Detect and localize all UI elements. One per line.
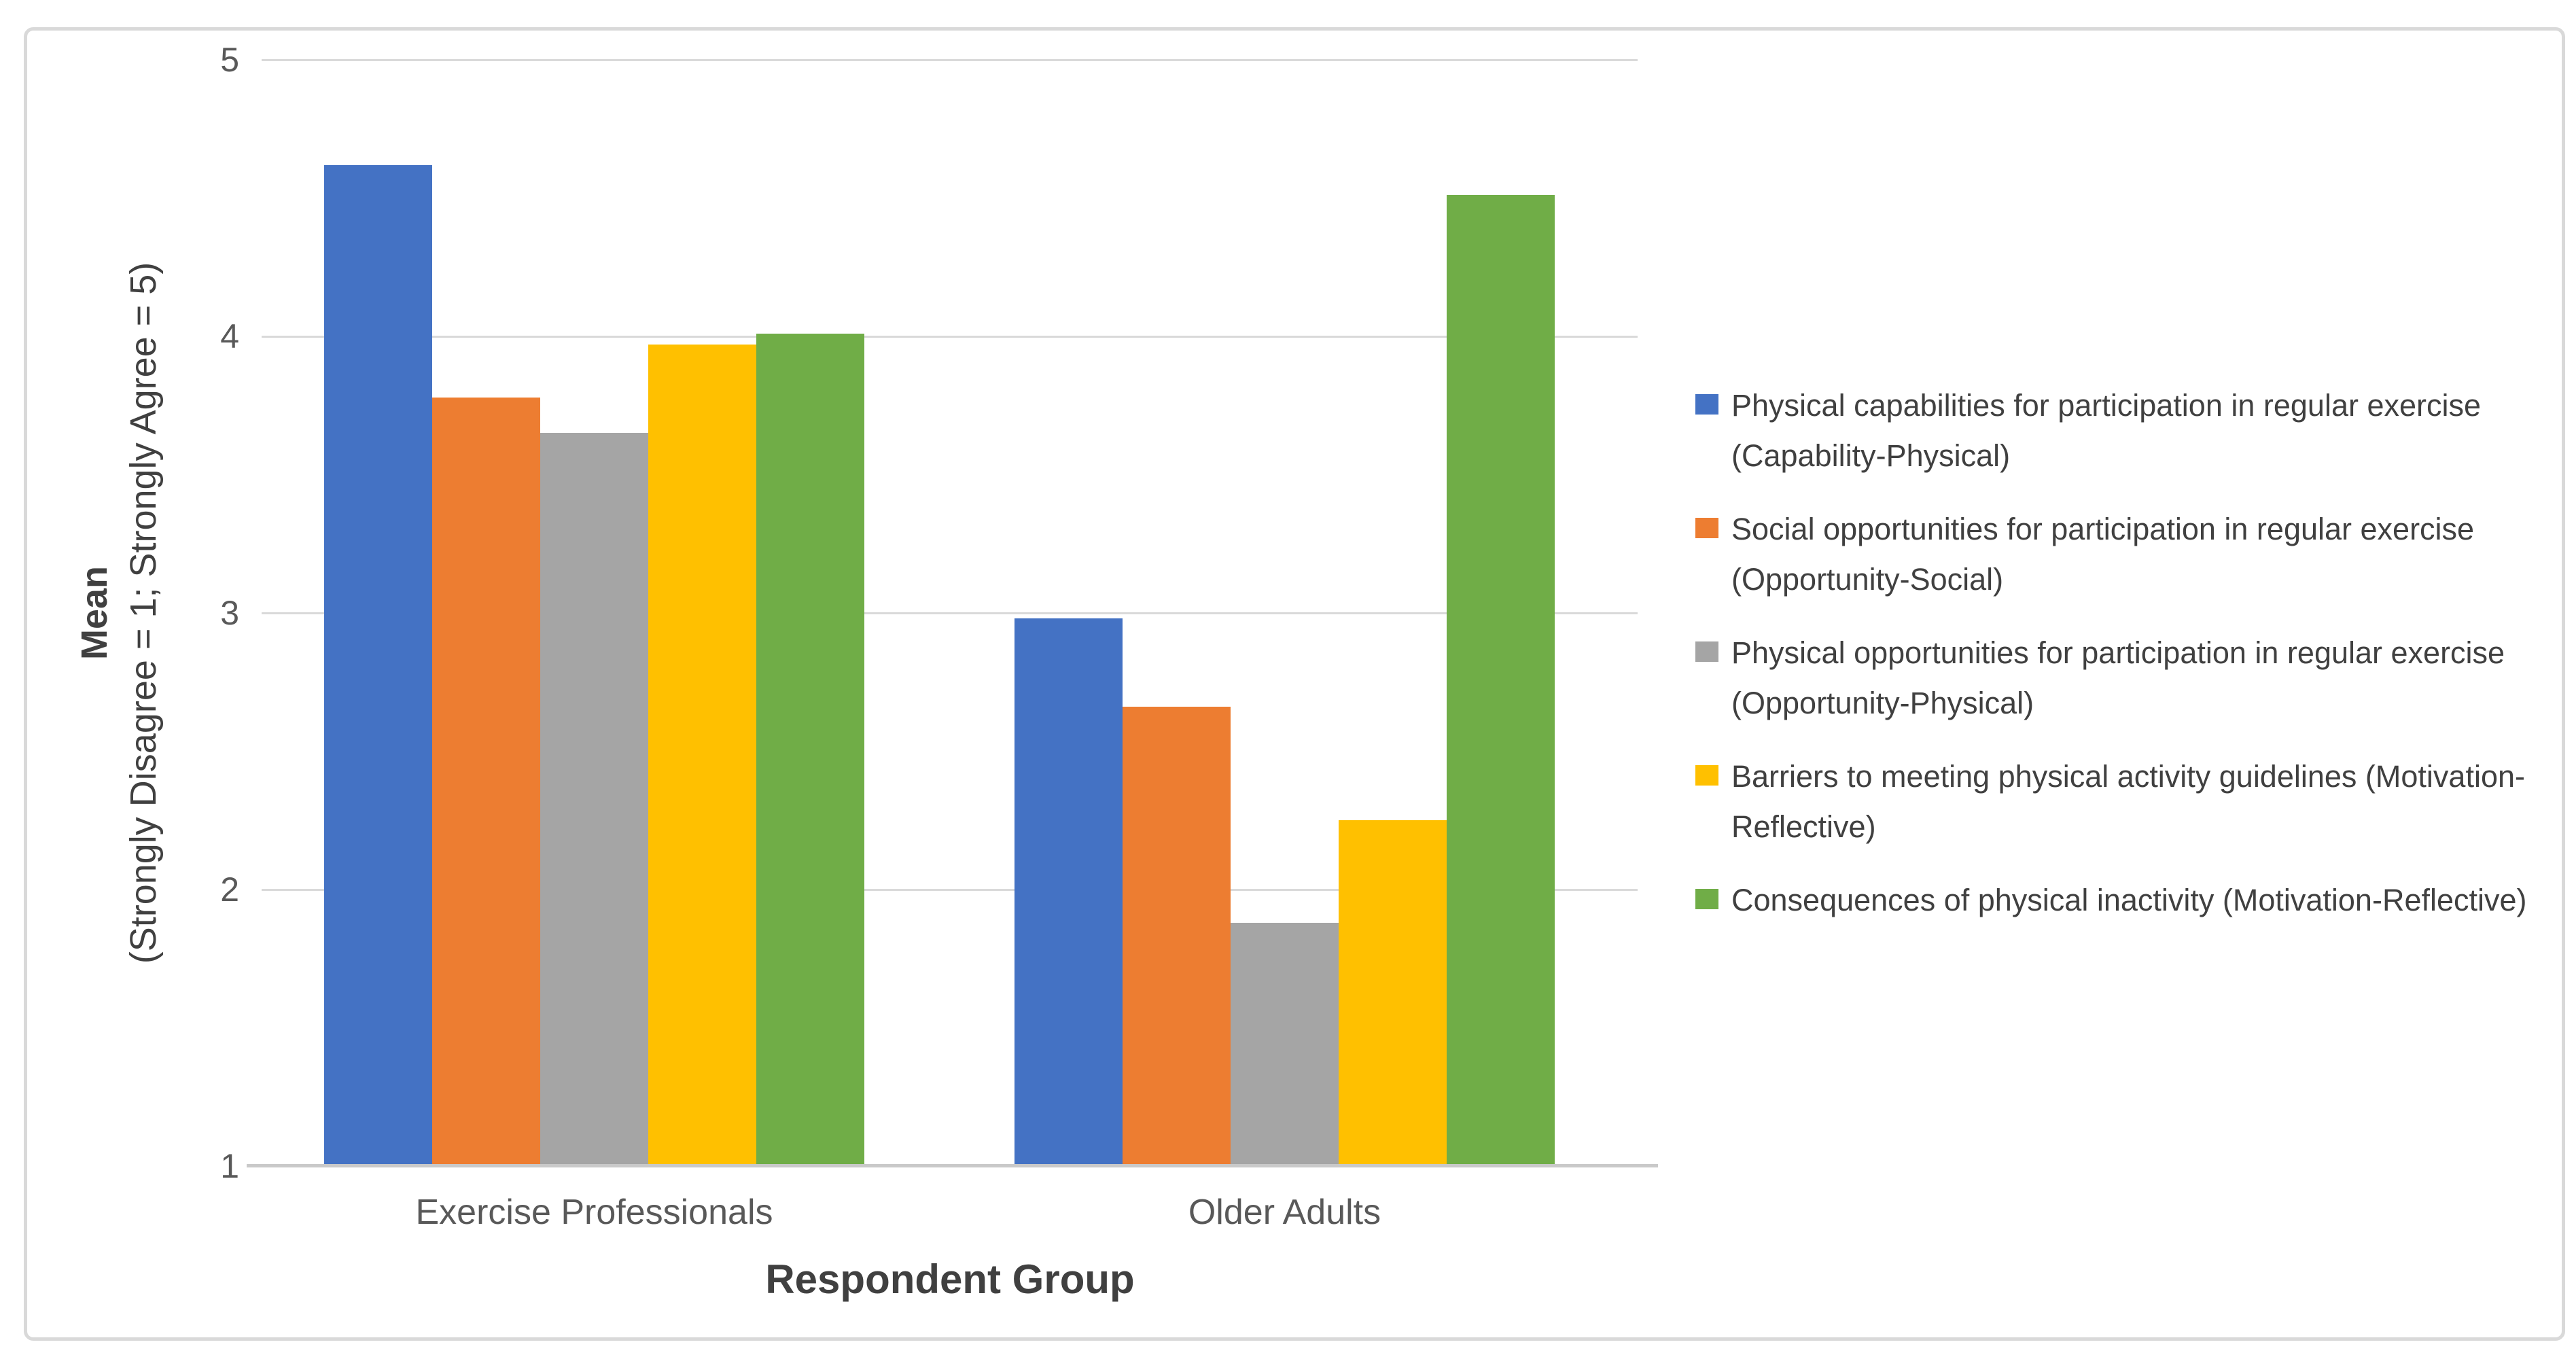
legend-entry-3: Physical opportunities for participation… [1695,628,2545,728]
legend-marker-icon [1695,518,1718,538]
y-tick-label-5: 5 [220,41,239,79]
plot-area [247,59,1658,1167]
y-tick-label-4: 4 [220,317,239,355]
bar-series2-older-adults [1123,707,1231,1166]
bar-series1-older-adults [1014,618,1123,1166]
legend-label: Social opportunities for participation i… [1731,512,2475,597]
legend-entry-1: Physical capabilities for participation … [1695,381,2545,481]
category-label-older-adults: Older Adults [1188,1193,1381,1232]
y-tick-label-3: 3 [220,594,239,632]
bar-series4-older-adults [1339,820,1447,1166]
y-tick-label-1: 1 [220,1147,239,1185]
bar-series3-older-adults [1231,922,1339,1166]
bar-series5-older-adults [1447,195,1555,1166]
legend-label: Consequences of physical inactivity (Mot… [1731,883,2527,917]
legend-marker-icon [1695,394,1718,415]
category-label-exercise-professionals: Exercise Professionals [415,1193,773,1232]
legend-marker-icon [1695,641,1718,662]
bar-series1-exercise-professionals [324,164,432,1166]
x-axis-title: Respondent Group [765,1256,1135,1302]
legend: Physical capabilities for participation … [1695,381,2545,926]
legend-entry-2: Social opportunities for participation i… [1695,504,2545,605]
bar-series5-exercise-professionals [756,333,864,1166]
bar-series2-exercise-professionals [432,397,540,1166]
legend-entry-5: Consequences of physical inactivity (Mot… [1695,875,2545,926]
legend-label: Barriers to meeting physical activity gu… [1731,759,2525,844]
bar-series4-exercise-professionals [648,345,756,1166]
gridline-2 [262,889,1638,891]
gridline-5 [262,59,1638,61]
gridline-4 [262,336,1638,338]
legend-entry-4: Barriers to meeting physical activity gu… [1695,752,2545,852]
legend-label: Physical capabilities for participation … [1731,388,2482,473]
legend-label: Physical opportunities for participation… [1731,635,2505,720]
x-axis-line [247,1164,1658,1167]
legend-marker-icon [1695,765,1718,786]
gridline-3 [262,612,1638,614]
y-tick-label-2: 2 [220,870,239,909]
bar-series3-exercise-professionals [540,433,648,1166]
legend-marker-icon [1695,889,1718,909]
